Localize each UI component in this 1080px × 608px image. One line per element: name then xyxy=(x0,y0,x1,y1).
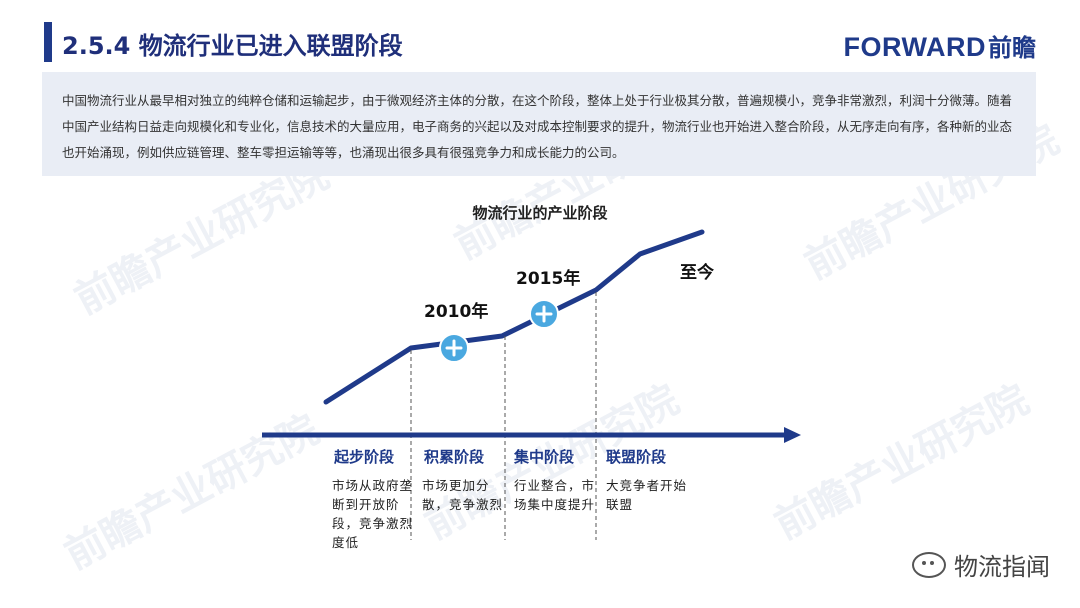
diagram-title: 物流行业的产业阶段 xyxy=(472,204,608,222)
plus-icon xyxy=(439,333,469,363)
stage-description: 行业整合，市场集中度提升 xyxy=(514,478,596,512)
stage-description: 市场从政府垄断到开放阶段，竞争激烈度低 xyxy=(332,478,414,550)
page-title: 2.5.4 物流行业已进入联盟阶段 xyxy=(62,32,403,60)
milestone-label: 2015年 xyxy=(516,269,581,289)
milestone-label: 2010年 xyxy=(424,302,489,322)
timeline-arrowhead xyxy=(784,427,801,443)
stage-name: 起步阶段 xyxy=(334,448,395,466)
stage-description: 大竞争者开始联盟 xyxy=(606,478,688,512)
stage-description: 市场更加分散，竞争激烈 xyxy=(422,478,504,512)
logo-text-cn: 前瞻 xyxy=(988,34,1036,62)
stage-name: 积累阶段 xyxy=(424,448,485,466)
title-accent-bar xyxy=(44,22,52,62)
intro-paragraph: 中国物流行业从最早相对独立的纯粹仓储和运输起步，由于微观经济主体的分散，在这个阶… xyxy=(42,72,1036,176)
brand-logo: FORWARD 前瞻 xyxy=(844,28,1037,63)
growth-line xyxy=(323,229,705,405)
plus-icon xyxy=(529,299,559,329)
wechat-icon xyxy=(912,551,946,578)
stage-name: 联盟阶段 xyxy=(606,448,667,466)
logo-text-en: FORWARD xyxy=(843,32,986,62)
account-badge: 物流指闻 xyxy=(912,547,1050,582)
stage-name: 集中阶段 xyxy=(514,448,575,466)
account-name: 物流指闻 xyxy=(954,553,1050,581)
milestone-label: 至今 xyxy=(680,263,714,283)
